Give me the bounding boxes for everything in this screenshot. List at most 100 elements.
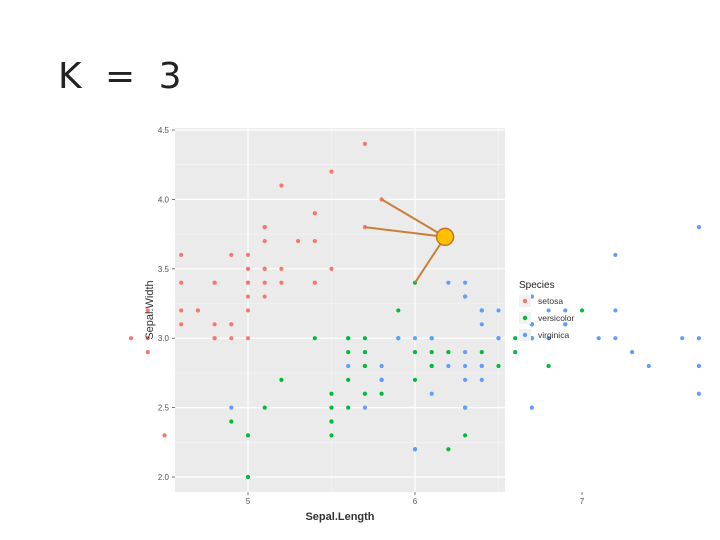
data-point-virginica bbox=[596, 336, 601, 341]
data-point-setosa bbox=[145, 349, 150, 355]
neighbor-line bbox=[381, 198, 446, 238]
legend-swatch-versicolor bbox=[522, 315, 528, 321]
x-tick-label: 7 bbox=[580, 497, 585, 506]
knn-annotation bbox=[364, 198, 455, 284]
data-point-virginica bbox=[446, 280, 451, 285]
data-point-virginica bbox=[546, 336, 551, 341]
data-point-virginica bbox=[412, 447, 418, 452]
data-point-versicolor bbox=[245, 474, 251, 480]
data-point-setosa bbox=[262, 266, 267, 271]
data-point-virginica bbox=[646, 363, 651, 369]
legend-swatch-setosa bbox=[522, 298, 528, 304]
data-point-virginica bbox=[613, 308, 618, 313]
data-point-versicolor bbox=[346, 349, 351, 355]
data-point-setosa bbox=[245, 308, 251, 313]
data-point-setosa bbox=[296, 238, 301, 244]
legend-title: Species bbox=[519, 280, 555, 291]
data-point-setosa bbox=[212, 280, 217, 285]
legend-label-versicolor: versicolor bbox=[538, 313, 575, 323]
x-axis-label: Sepal.Length bbox=[305, 511, 374, 523]
data-point-versicolor bbox=[262, 405, 267, 410]
data-point-versicolor bbox=[412, 349, 418, 355]
data-point-versicolor bbox=[279, 377, 284, 382]
data-point-versicolor bbox=[496, 363, 501, 369]
data-point-virginica bbox=[529, 405, 535, 410]
data-point-setosa bbox=[179, 308, 184, 313]
data-point-virginica bbox=[613, 252, 618, 258]
y-tick-label: 2.0 bbox=[158, 473, 170, 482]
data-point-setosa bbox=[262, 225, 267, 230]
data-point-versicolor bbox=[463, 433, 468, 438]
legend-swatch-virginica bbox=[522, 332, 528, 338]
data-point-virginica bbox=[429, 391, 434, 396]
data-point-versicolor bbox=[329, 391, 334, 396]
data-point-setosa bbox=[362, 141, 367, 146]
data-point-virginica bbox=[379, 377, 384, 382]
data-point-versicolor bbox=[362, 391, 367, 396]
data-point-virginica bbox=[479, 377, 484, 382]
data-point-setosa bbox=[162, 433, 167, 438]
data-point-versicolor bbox=[329, 433, 334, 438]
data-point-virginica bbox=[696, 391, 702, 396]
y-tick-label: 2.5 bbox=[158, 404, 170, 413]
data-point-virginica bbox=[396, 336, 401, 341]
data-point-setosa bbox=[229, 252, 234, 258]
data-point-virginica bbox=[463, 363, 468, 369]
data-point-setosa bbox=[229, 336, 234, 341]
data-point-versicolor bbox=[513, 336, 518, 341]
data-point-versicolor bbox=[429, 349, 434, 355]
data-point-setosa bbox=[262, 238, 267, 244]
y-axis-label: Sepal.Width bbox=[144, 280, 156, 339]
data-point-virginica bbox=[463, 294, 468, 299]
data-point-virginica bbox=[563, 308, 568, 313]
data-point-versicolor bbox=[479, 349, 484, 355]
data-point-versicolor bbox=[329, 419, 334, 424]
legend: Species setosa versicolor virginica bbox=[519, 280, 575, 341]
x-tick-label: 6 bbox=[413, 497, 418, 506]
data-point-virginica bbox=[463, 349, 468, 355]
data-point-versicolor bbox=[229, 419, 234, 424]
data-point-versicolor bbox=[446, 349, 451, 355]
data-point-versicolor bbox=[396, 308, 401, 313]
data-point-versicolor bbox=[245, 433, 251, 438]
data-point-virginica bbox=[546, 308, 551, 313]
data-point-versicolor bbox=[379, 391, 384, 396]
data-point-virginica bbox=[229, 405, 234, 410]
data-point-virginica bbox=[479, 308, 484, 313]
data-point-setosa bbox=[312, 211, 317, 216]
data-point-virginica bbox=[696, 225, 702, 230]
x-axis-ticks: 5678 bbox=[246, 492, 585, 506]
legend-label-setosa: setosa bbox=[538, 296, 563, 306]
data-point-setosa bbox=[329, 169, 334, 174]
data-point-setosa bbox=[179, 252, 184, 258]
query-point bbox=[435, 227, 455, 247]
data-point-virginica bbox=[630, 349, 635, 355]
data-point-virginica bbox=[463, 280, 468, 285]
data-point-versicolor bbox=[346, 405, 351, 410]
data-point-setosa bbox=[312, 280, 317, 285]
data-point-virginica bbox=[446, 363, 451, 369]
data-point-setosa bbox=[279, 183, 284, 188]
data-point-setosa bbox=[262, 280, 267, 285]
data-point-versicolor bbox=[346, 336, 351, 341]
data-point-versicolor bbox=[362, 349, 367, 355]
data-point-virginica bbox=[379, 363, 384, 369]
data-point-virginica bbox=[696, 336, 702, 341]
data-point-setosa bbox=[329, 266, 334, 271]
neighbor-line bbox=[364, 226, 446, 238]
data-point-setosa bbox=[245, 266, 251, 271]
data-point-versicolor bbox=[579, 308, 585, 313]
slide-title: K = 3 bbox=[58, 56, 188, 97]
data-point-setosa bbox=[245, 252, 251, 258]
data-point-versicolor bbox=[329, 405, 334, 410]
y-tick-label: 3.0 bbox=[158, 334, 170, 343]
data-point-setosa bbox=[145, 336, 150, 341]
data-point-setosa bbox=[179, 322, 184, 327]
data-point-setosa bbox=[195, 308, 200, 313]
data-point-setosa bbox=[145, 308, 150, 313]
data-point-virginica bbox=[346, 363, 351, 369]
x-tick-label: 5 bbox=[246, 497, 251, 506]
y-tick-label: 3.5 bbox=[158, 265, 170, 274]
data-point-virginica bbox=[479, 363, 484, 369]
